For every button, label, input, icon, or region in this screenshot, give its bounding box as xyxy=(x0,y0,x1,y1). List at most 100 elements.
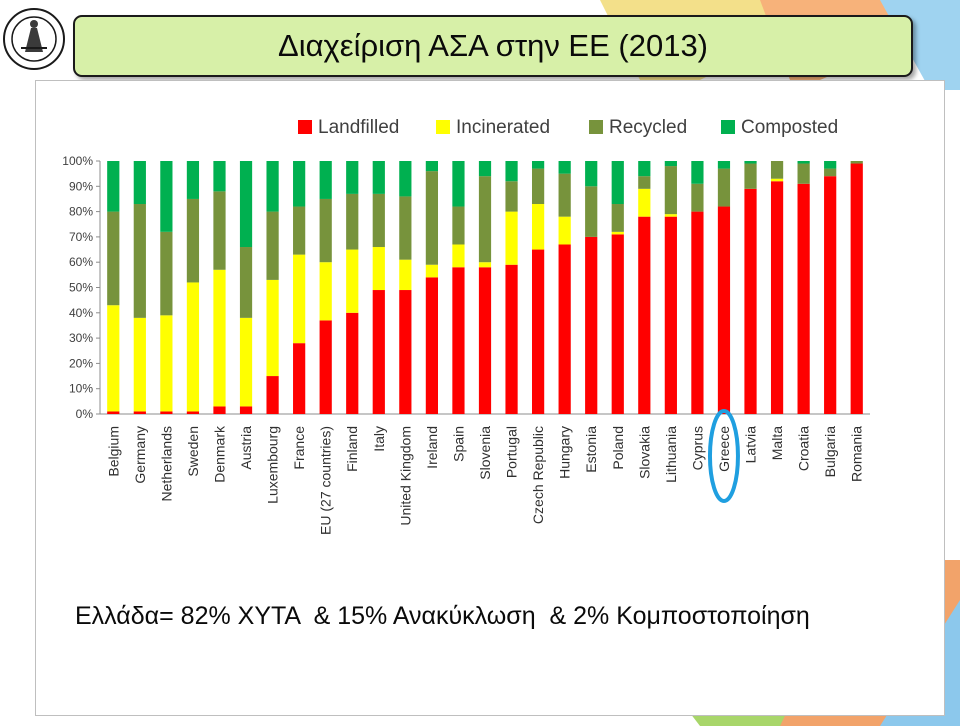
x-tick-label: Bulgaria xyxy=(822,426,838,478)
bar-segment-incinerated xyxy=(478,262,492,268)
bar-segment-landfilled xyxy=(107,411,120,414)
bar-segment-recycled xyxy=(478,176,492,263)
bar-segment-composted xyxy=(744,161,757,164)
bar-segment-composted xyxy=(399,161,412,197)
y-tick-label: 10% xyxy=(69,382,93,396)
bar-segment-composted xyxy=(452,161,465,207)
y-tick-label: 100% xyxy=(62,154,93,168)
bar-segment-incinerated xyxy=(160,315,173,412)
bar-segment-recycled xyxy=(664,166,677,215)
bar-segment-incinerated xyxy=(239,317,253,407)
x-tick-label: Croatia xyxy=(796,426,812,471)
bar-segment-composted xyxy=(425,161,439,172)
bar-segment-incinerated xyxy=(399,259,412,291)
x-tick-label: Portugal xyxy=(504,426,520,478)
y-tick-label: 70% xyxy=(69,230,93,244)
bar-segment-incinerated xyxy=(611,231,624,235)
bar-segment-landfilled xyxy=(611,234,624,414)
bar-segment-landfilled xyxy=(319,320,332,414)
bar-segment-composted xyxy=(478,161,492,177)
bar-segment-incinerated xyxy=(186,282,200,412)
bar-segment-composted xyxy=(717,161,731,169)
bar-segment-composted xyxy=(186,161,200,199)
bar-segment-recycled xyxy=(505,181,518,212)
bar-segment-landfilled xyxy=(293,343,306,414)
bar-segment-incinerated xyxy=(770,178,784,182)
bar-segment-recycled xyxy=(452,206,465,245)
bar-segment-incinerated xyxy=(425,264,439,278)
bar-segment-incinerated xyxy=(213,269,226,407)
bar-segment-composted xyxy=(160,161,173,232)
chart-frame: Landfilled Incinerated Recycled Composted 0%… xyxy=(35,80,945,716)
bar-segment-recycled xyxy=(744,163,757,189)
y-tick-label: 50% xyxy=(69,281,93,295)
y-tick-label: 80% xyxy=(69,205,93,219)
x-tick-label: EU (27 countries) xyxy=(318,426,334,535)
page-title: Διαχείριση ΑΣΑ στην ΕΕ (2013) xyxy=(277,28,709,63)
bar-segment-composted xyxy=(319,161,332,199)
bar-segment-landfilled xyxy=(425,277,439,414)
bar-segment-landfilled xyxy=(824,176,837,414)
bar-segment-landfilled xyxy=(770,181,784,414)
bar-segment-landfilled xyxy=(399,290,412,414)
bar-segment-composted xyxy=(107,161,120,212)
x-tick-label: Czech Republic xyxy=(530,426,546,524)
bar-segment-composted xyxy=(133,161,146,205)
bar-segment-recycled xyxy=(213,191,226,270)
bar-segment-incinerated xyxy=(266,279,279,377)
bar-segment-recycled xyxy=(691,183,704,212)
legend-swatch xyxy=(436,120,450,134)
bar-segment-recycled xyxy=(824,168,837,177)
bar-segment-composted xyxy=(691,161,704,184)
bar-segment-landfilled xyxy=(213,406,226,414)
bar-segment-recycled xyxy=(372,193,385,248)
x-tick-label: Austria xyxy=(238,426,254,470)
bar-segment-incinerated xyxy=(558,216,571,245)
bar-segment-landfilled xyxy=(266,376,279,414)
bar-segment-incinerated xyxy=(372,247,385,291)
y-tick-label: 0% xyxy=(76,407,94,421)
bar-segment-incinerated xyxy=(133,317,146,412)
bar-segment-landfilled xyxy=(133,411,146,414)
bar-segment-composted xyxy=(505,161,518,182)
bar-segment-incinerated xyxy=(505,211,518,265)
bar-segment-landfilled xyxy=(239,406,253,414)
x-tick-label: Belgium xyxy=(105,426,121,477)
legend-swatch xyxy=(589,120,603,134)
bar-segment-composted xyxy=(585,161,598,187)
bar-segment-composted xyxy=(213,161,226,192)
bar-segment-recycled xyxy=(717,168,731,207)
bar-segment-composted xyxy=(797,161,810,164)
bar-segment-recycled xyxy=(770,161,784,179)
x-tick-label: Luxembourg xyxy=(265,426,281,504)
bar-segment-recycled xyxy=(850,161,863,164)
stacked-bar-chart: Landfilled Incinerated Recycled Composted 0%… xyxy=(62,117,870,535)
bar-segment-recycled xyxy=(266,211,279,280)
bar-segment-incinerated xyxy=(293,254,306,344)
x-tick-label: France xyxy=(291,426,307,470)
bar-segment-recycled xyxy=(585,186,598,237)
bar-segment-incinerated xyxy=(452,244,465,268)
bar-segment-recycled xyxy=(531,168,545,205)
x-tick-label: Greece xyxy=(716,426,732,472)
bar-segment-recycled xyxy=(293,206,306,255)
y-tick-label: 40% xyxy=(69,306,93,320)
bar-segment-landfilled xyxy=(160,411,173,414)
bar-segment-composted xyxy=(824,161,837,169)
bar-segment-landfilled xyxy=(585,236,598,414)
x-tick-label: Lithuania xyxy=(663,426,679,483)
x-tick-label: Poland xyxy=(610,426,626,470)
bar-segment-landfilled xyxy=(372,290,385,414)
x-tick-label: Germany xyxy=(132,426,148,484)
bar-segment-incinerated xyxy=(346,249,359,313)
bar-segment-recycled xyxy=(186,198,200,283)
bar-segment-landfilled xyxy=(717,206,731,414)
bar-segment-landfilled xyxy=(346,312,359,414)
bar-segment-incinerated xyxy=(664,214,677,217)
legend-swatch xyxy=(721,120,735,134)
bar-segment-composted xyxy=(531,161,545,169)
bar-segment-recycled xyxy=(107,211,120,306)
x-tick-label: Denmark xyxy=(211,425,227,483)
bar-segment-recycled xyxy=(425,171,439,265)
bar-segment-landfilled xyxy=(744,188,757,414)
